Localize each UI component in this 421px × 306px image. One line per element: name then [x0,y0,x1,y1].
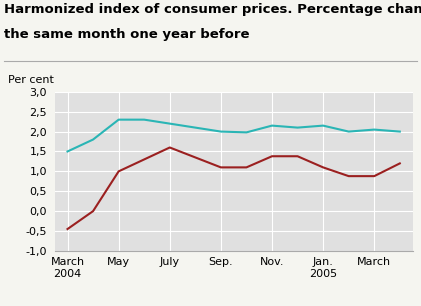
EEA [372,128,377,132]
Norway [116,170,121,173]
Norway [397,162,402,165]
EEA [346,130,351,133]
EEA [244,131,249,134]
Norway [65,227,70,231]
Norway [218,166,224,169]
EEA [193,126,198,129]
EEA [91,138,96,141]
Norway [91,209,96,213]
Norway [141,158,147,161]
Norway [295,155,300,158]
EEA [321,124,326,127]
Line: EEA: EEA [67,120,400,151]
EEA [141,118,147,121]
EEA [295,126,300,129]
Norway [321,166,326,169]
Text: Per cent: Per cent [8,76,54,85]
EEA [218,130,224,133]
EEA [397,130,402,133]
Text: the same month one year before: the same month one year before [4,28,250,40]
EEA [167,122,172,125]
EEA [116,118,121,121]
EEA [65,150,70,153]
Norway [269,155,274,158]
Norway [244,166,249,169]
Norway [372,174,377,178]
Line: Norway: Norway [67,147,400,229]
Text: Harmonized index of consumer prices. Percentage change from: Harmonized index of consumer prices. Per… [4,3,421,16]
Legend: EEA, Norway: EEA, Norway [155,304,312,306]
Norway [193,155,198,159]
EEA [269,124,274,127]
Norway [167,146,172,149]
Norway [346,174,351,178]
